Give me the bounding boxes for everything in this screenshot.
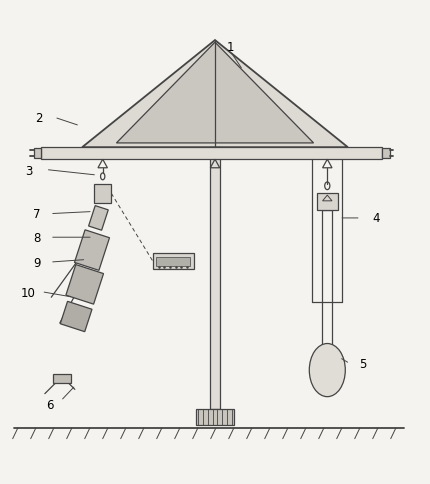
Polygon shape xyxy=(74,230,110,271)
Text: 9: 9 xyxy=(34,257,41,270)
Polygon shape xyxy=(60,302,92,332)
Ellipse shape xyxy=(309,344,345,397)
Text: 4: 4 xyxy=(372,212,380,225)
Text: 2: 2 xyxy=(36,111,43,124)
Text: 10: 10 xyxy=(21,287,36,300)
Bar xyxy=(53,374,71,383)
Bar xyxy=(34,149,41,159)
Text: 6: 6 xyxy=(46,398,54,411)
Bar xyxy=(94,184,111,203)
Bar xyxy=(382,149,390,159)
Bar xyxy=(317,194,338,211)
Text: 1: 1 xyxy=(226,41,234,54)
Text: 8: 8 xyxy=(34,231,41,244)
Polygon shape xyxy=(89,206,108,231)
Polygon shape xyxy=(117,43,313,144)
Bar xyxy=(41,148,382,160)
Text: 5: 5 xyxy=(359,357,366,370)
Polygon shape xyxy=(82,41,348,148)
Bar xyxy=(153,254,194,270)
Bar xyxy=(156,257,190,266)
Polygon shape xyxy=(66,265,104,304)
Text: 7: 7 xyxy=(34,208,41,221)
Bar xyxy=(196,409,234,425)
Text: 3: 3 xyxy=(25,165,32,178)
Bar xyxy=(210,148,220,409)
